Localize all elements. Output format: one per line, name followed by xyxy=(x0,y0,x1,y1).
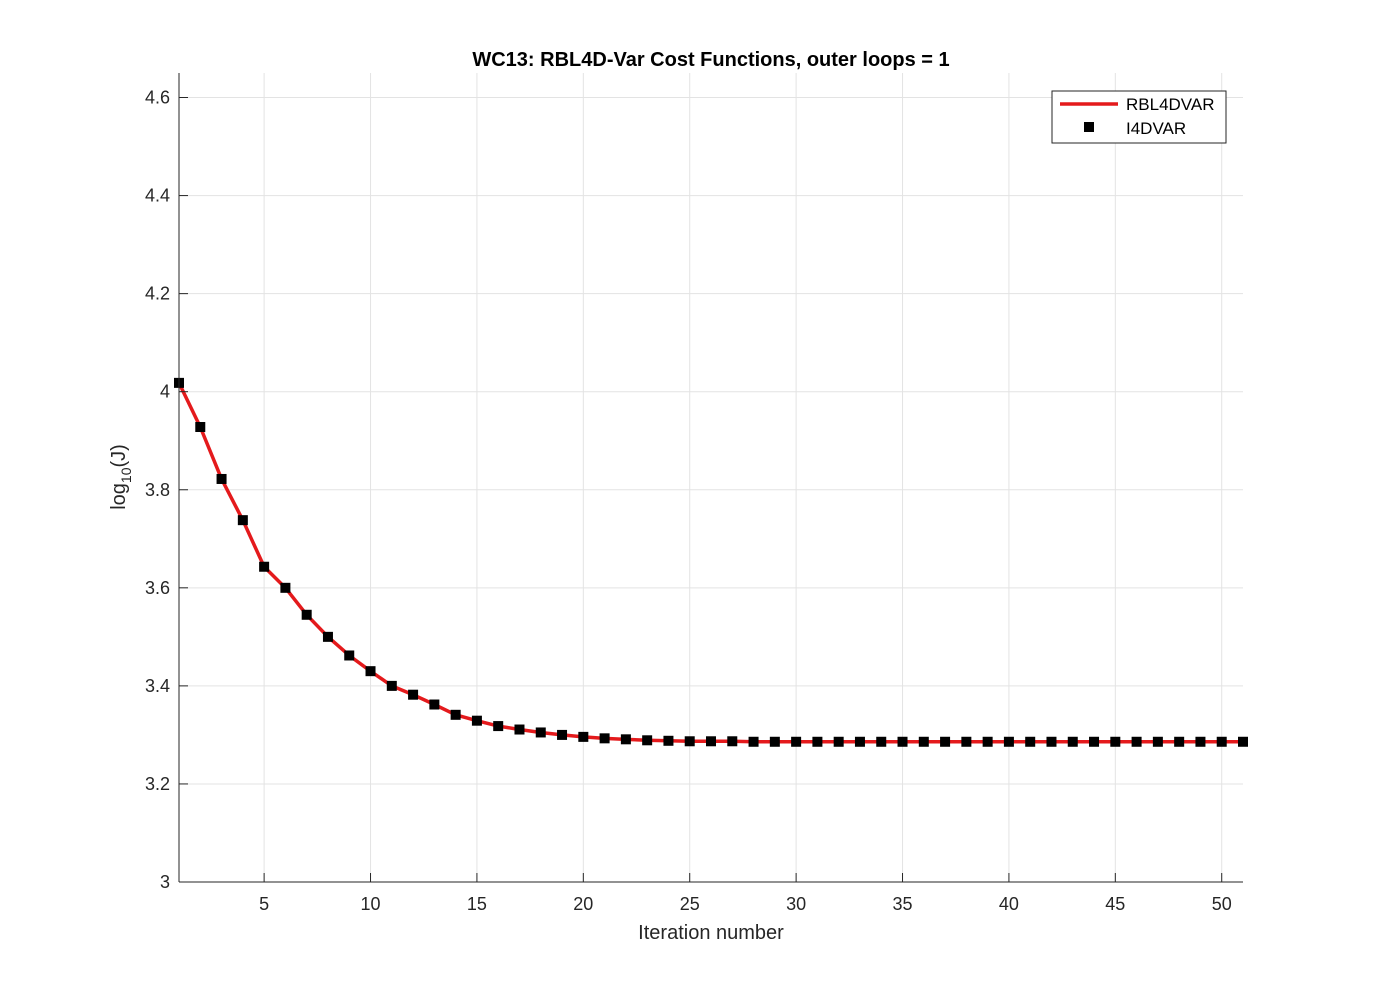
i4dvar-marker xyxy=(918,736,929,747)
i4dvar-marker xyxy=(237,515,248,526)
y-tick-label: 3.6 xyxy=(145,578,170,598)
i4dvar-marker xyxy=(1046,736,1057,747)
axes xyxy=(178,73,1243,883)
i4dvar-marker xyxy=(450,709,461,720)
i4dvar-marker xyxy=(854,736,865,747)
i4dvar-marker xyxy=(578,731,589,742)
i4dvar-marker xyxy=(599,733,610,744)
chart-title: WC13: RBL4D-Var Cost Functions, outer lo… xyxy=(472,49,949,71)
legend: RBL4DVAR I4DVAR xyxy=(1051,90,1227,144)
i4dvar-marker xyxy=(982,736,993,747)
i4dvar-marker xyxy=(940,736,951,747)
i4dvar-marker xyxy=(727,736,738,747)
i4dvar-marker xyxy=(1067,736,1078,747)
y-axis-label: log10(J) xyxy=(108,444,134,510)
i4dvar-marker xyxy=(833,736,844,747)
x-tick-label: 40 xyxy=(999,894,1019,914)
x-tick-label: 35 xyxy=(893,894,913,914)
y-axis-label-base: log xyxy=(108,483,130,510)
legend-marker-swatch xyxy=(1084,122,1094,132)
x-tick-label: 25 xyxy=(680,894,700,914)
i4dvar-marker xyxy=(195,422,206,432)
y-tick-label: 4 xyxy=(160,382,170,402)
i4dvar-marker xyxy=(1195,736,1206,747)
y-tick-label: 4.6 xyxy=(145,88,170,108)
i4dvar-marker xyxy=(684,736,695,747)
i4dvar-marker xyxy=(1110,736,1121,747)
x-tick-label: 45 xyxy=(1105,894,1125,914)
i4dvar-marker xyxy=(535,727,546,738)
i4dvar-marker xyxy=(961,736,972,747)
y-tick-label: 3.2 xyxy=(145,774,170,794)
i4dvar-marker xyxy=(322,631,333,642)
x-tick-label: 30 xyxy=(786,894,806,914)
i4dvar-marker xyxy=(301,609,312,620)
i4dvar-marker xyxy=(620,734,631,745)
i4dvar-marker xyxy=(514,724,525,735)
i4dvar-marker xyxy=(429,699,440,710)
i4dvar-marker xyxy=(769,736,780,747)
legend-label-rbl4dvar: RBL4DVAR xyxy=(1126,95,1215,114)
i4dvar-marker xyxy=(471,715,482,726)
i4dvar-marker xyxy=(897,736,908,747)
i4dvar-marker xyxy=(408,689,419,700)
series-layer xyxy=(174,377,1248,747)
i4dvar-marker xyxy=(791,736,802,747)
i4dvar-marker xyxy=(706,736,716,747)
i4dvar-marker xyxy=(1152,736,1163,747)
ticks: 5 10 15 20 25 30 35 40 45 50 3 3.2 3.4 3.6 3.8 4 4.2 4.4 4… xyxy=(145,88,1232,914)
i4dvar-marker xyxy=(663,735,674,746)
y-tick-label: 4.2 xyxy=(145,284,170,304)
x-tick-label: 20 xyxy=(573,894,593,914)
i4dvar-marker xyxy=(642,735,653,746)
y-tick-label: 4.4 xyxy=(145,186,170,206)
x-tick-label: 15 xyxy=(467,894,487,914)
i4dvar-marker xyxy=(365,666,376,677)
y-axis-label-suffix: (J) xyxy=(108,444,130,467)
legend-box xyxy=(1051,90,1227,144)
i4dvar-marker xyxy=(1131,736,1142,747)
i4dvar-marker xyxy=(876,736,887,747)
legend-label-i4dvar: I4DVAR xyxy=(1126,119,1186,138)
y-axis-label-subscript: 10 xyxy=(118,467,134,483)
i4dvar-marker xyxy=(344,650,355,661)
i4dvar-marker xyxy=(1089,736,1100,747)
i4dvar-marker xyxy=(557,729,568,740)
i4dvar-marker xyxy=(386,680,397,691)
x-tick-label: 5 xyxy=(259,894,269,914)
x-tick-label: 50 xyxy=(1212,894,1232,914)
plot-background xyxy=(179,73,1243,882)
x-tick-label: 10 xyxy=(361,894,381,914)
x-axis-label: Iteration number xyxy=(638,922,784,944)
y-tick-label: 3 xyxy=(160,872,170,892)
i4dvar-marker xyxy=(1238,736,1248,747)
i4dvar-marker xyxy=(748,736,759,747)
i4dvar-marker xyxy=(1025,736,1036,747)
i4dvar-marker xyxy=(1003,736,1014,747)
i4dvar-marker xyxy=(1216,736,1227,747)
i4dvar-marker xyxy=(812,736,823,747)
i4dvar-marker xyxy=(216,473,227,484)
i4dvar-marker xyxy=(1174,736,1185,747)
i4dvar-marker xyxy=(493,721,504,732)
y-tick-label: 3.4 xyxy=(145,676,170,696)
i4dvar-marker xyxy=(280,582,291,593)
i4dvar-marker xyxy=(259,561,270,572)
y-tick-label: 3.8 xyxy=(145,480,170,500)
